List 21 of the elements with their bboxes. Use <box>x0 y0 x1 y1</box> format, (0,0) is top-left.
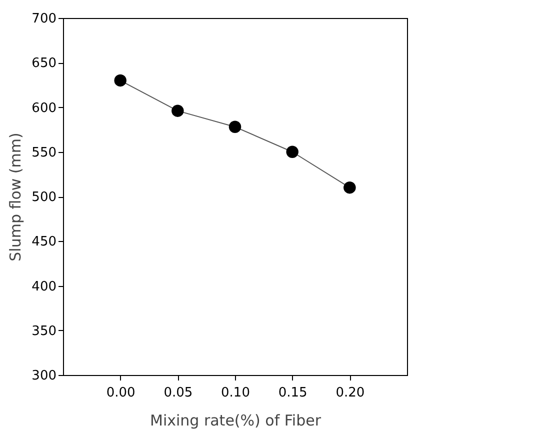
y-tick-label: 500 <box>32 190 56 205</box>
y-tick-label: 700 <box>32 12 56 26</box>
point <box>228 120 242 133</box>
x-tick-label: 0.05 <box>164 386 193 400</box>
point <box>344 181 356 194</box>
x-tick-label: 0.00 <box>106 386 136 400</box>
y-tick-label: 450 <box>32 234 56 250</box>
y-tick-label: 600 <box>32 100 56 116</box>
point <box>286 146 298 158</box>
x-tick-label: 0.10 <box>221 386 250 400</box>
point <box>172 104 184 117</box>
x-axis-title: Mixing rate(%) of Fiber <box>150 412 322 430</box>
y-tick-label: 650 <box>32 56 56 72</box>
y-tick-label: 300 <box>32 368 56 384</box>
y-tick-label: 400 <box>32 279 56 294</box>
y-tick-label: 550 <box>32 145 56 160</box>
x-tick-label: 0.20 <box>336 386 365 400</box>
x-tick-label: 0.15 <box>278 386 308 400</box>
y-axis-title: Slump flow (mm) <box>6 132 25 262</box>
y-tick-label: 350 <box>32 324 56 339</box>
point <box>114 74 126 87</box>
